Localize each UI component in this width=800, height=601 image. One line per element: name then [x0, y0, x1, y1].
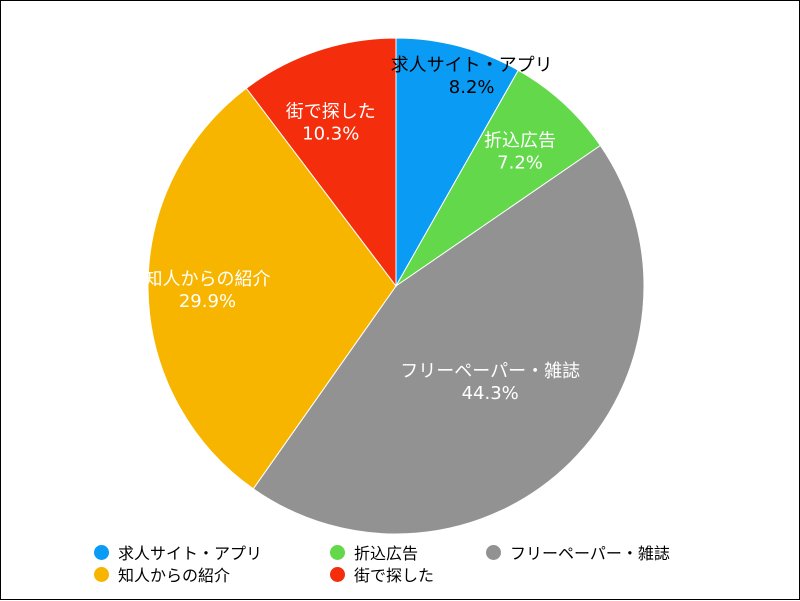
slice-label-kyujin: 求人サイト・アプリ — [391, 55, 553, 76]
legend-label-machi: 街で探した — [354, 566, 435, 585]
slice-value-kyujin: 8.2% — [449, 77, 495, 98]
slice-value-chijin: 29.9% — [179, 291, 236, 312]
pie-slice-orikomi — [395, 69, 602, 287]
pie-slice-kyujin — [395, 37, 519, 288]
legend: 求人サイト・アプリ 折込広告 フリーペーパー・雑誌 知人からの紹介 街で探した — [94, 541, 794, 585]
slice-value-orikomi: 7.2% — [497, 153, 543, 174]
legend-label-chijin: 知人からの紹介 — [118, 566, 231, 585]
pie-slice-machi — [245, 37, 397, 288]
legend-swatch-orikomi — [330, 544, 345, 560]
legend-label-orikomi: 折込広告 — [354, 544, 419, 563]
legend-item-machi: 街で探した — [330, 562, 434, 586]
slice-label-orikomi: 折込広告 — [484, 131, 556, 152]
legend-label-kyujin: 求人サイト・アプリ — [118, 544, 263, 563]
legend-swatch-machi — [330, 566, 345, 582]
slice-value-freepaper: 44.3% — [462, 383, 519, 404]
legend-item-chijin: 知人からの紹介 — [94, 562, 330, 586]
legend-item-kyujin: 求人サイト・アプリ — [94, 540, 330, 564]
pie-slice-freepaper — [252, 144, 645, 535]
legend-row-1: 求人サイト・アプリ 折込広告 フリーペーパー・雑誌 — [94, 541, 794, 563]
legend-item-orikomi: 折込広告 — [330, 540, 486, 564]
legend-label-freepaper: フリーペーパー・雑誌 — [510, 544, 670, 563]
legend-item-freepaper: フリーペーパー・雑誌 — [486, 540, 670, 564]
slice-label-freepaper: フリーペーパー・雑誌 — [400, 361, 580, 382]
legend-row-2: 知人からの紹介 街で探した — [94, 563, 794, 585]
pie-slice-chijin — [147, 87, 397, 490]
slice-label-machi: 街で探した — [286, 101, 376, 122]
legend-swatch-chijin — [94, 566, 109, 582]
legend-swatch-kyujin — [94, 544, 109, 560]
legend-swatch-freepaper — [486, 544, 501, 560]
slice-value-machi: 10.3% — [302, 123, 359, 144]
slice-label-chijin: 知人からの紹介 — [144, 269, 270, 290]
